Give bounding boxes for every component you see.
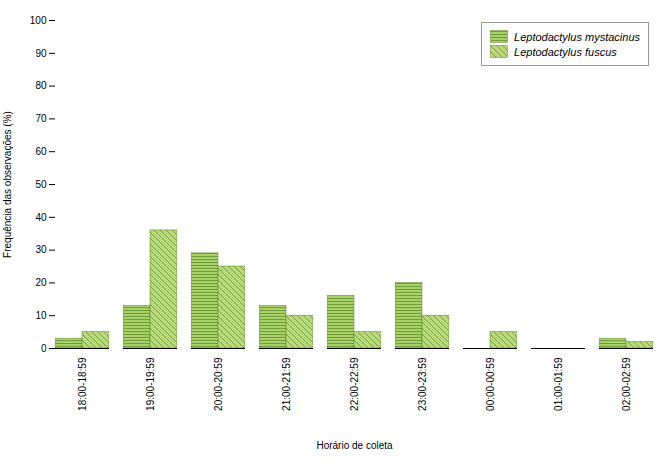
svg-text:02:00-02:59: 02:00-02:59 [621, 357, 632, 411]
svg-text:22:00-22:59: 22:00-22:59 [349, 357, 360, 411]
svg-text:40: 40 [35, 212, 47, 223]
html-text:Leptodactylus mystacinus: Leptodactylus mystacinus [514, 30, 640, 43]
svg-text:60: 60 [35, 146, 47, 157]
svg-text:70: 70 [35, 113, 47, 124]
svg-text:19:00-19:59: 19:00-19:59 [145, 357, 156, 411]
svg-text:00:00-00:59: 00:00-00:59 [485, 357, 496, 411]
svg-text:Frequência das observações (%): Frequência das observações (%) [2, 111, 13, 258]
svg-text:20: 20 [35, 277, 47, 288]
svg-text:18:00-18:59: 18:00-18:59 [77, 357, 88, 411]
svg-text:90: 90 [35, 48, 47, 59]
svg-text:10: 10 [35, 310, 47, 321]
svg-text:20:00-20:59: 20:00-20:59 [213, 357, 224, 411]
svg-text:Horário de coleta: Horário de coleta [316, 440, 393, 451]
svg-text:30: 30 [35, 244, 47, 255]
svg-text:01:00-01:59: 01:00-01:59 [553, 357, 564, 411]
svg-text:21:00-21:59: 21:00-21:59 [281, 357, 292, 411]
svg-text:0: 0 [41, 343, 47, 354]
svg-text:100: 100 [30, 15, 47, 26]
svg-text:23:00-23:59: 23:00-23:59 [417, 357, 428, 411]
svg-text:50: 50 [35, 179, 47, 190]
html-text:Leptodactylus fuscus: Leptodactylus fuscus [514, 45, 617, 58]
svg-text:80: 80 [35, 80, 47, 91]
